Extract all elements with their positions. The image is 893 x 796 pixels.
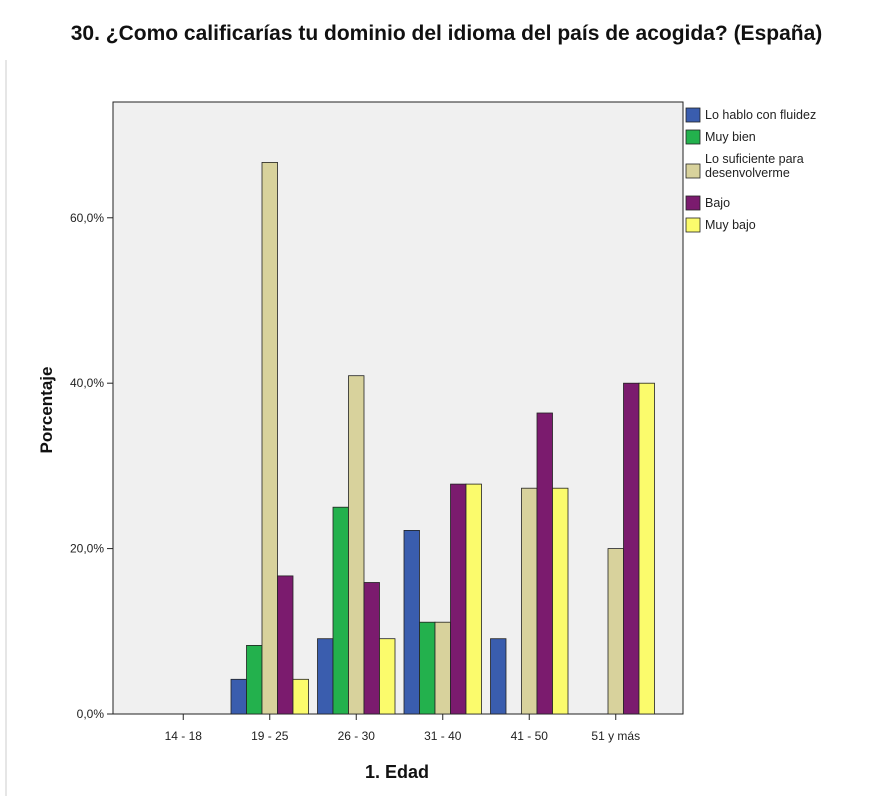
x-tick-label: 19 - 25 xyxy=(251,729,289,743)
bar-bajo-3 xyxy=(450,483,467,715)
legend-swatch xyxy=(685,107,701,123)
bar-muy-bien-1 xyxy=(246,645,263,715)
bar-muy-bajo-4 xyxy=(552,487,569,715)
bar-lo-hablo-con-fluidez-1 xyxy=(230,678,247,715)
legend-label: Lo hablo con fluidez xyxy=(705,108,816,122)
y-tick-label: 40,0% xyxy=(70,376,104,390)
chart-title: 30. ¿Como calificarías tu dominio del id… xyxy=(70,22,823,45)
legend-swatch xyxy=(685,129,701,145)
legend-label: Muy bien xyxy=(705,130,756,144)
bar-lo-hablo-con-fluidez-4 xyxy=(490,638,507,715)
plot-area xyxy=(112,101,684,715)
bar-lo-suficiente-para-desenvolverme-3 xyxy=(434,621,451,715)
legend: Lo hablo con fluidez Muy bien Lo suficient… xyxy=(685,107,816,233)
legend-swatch xyxy=(685,195,701,211)
x-tick-label: 41 - 50 xyxy=(511,729,549,743)
y-tick-label: 0,0% xyxy=(77,707,105,721)
bar-bajo-2 xyxy=(363,582,380,715)
y-tick-label: 60,0% xyxy=(70,211,104,225)
legend-label: Bajo xyxy=(705,196,730,210)
y-tick-label: 20,0% xyxy=(70,542,104,556)
legend-label: Muy bajo xyxy=(705,218,756,232)
legend-swatch xyxy=(685,163,701,179)
legend-label: desenvolverme xyxy=(705,166,790,180)
bars xyxy=(230,161,655,715)
bar-lo-hablo-con-fluidez-2 xyxy=(317,638,334,715)
bar-lo-hablo-con-fluidez-3 xyxy=(403,530,420,715)
x-tick-label: 51 y más xyxy=(591,729,640,743)
bar-bajo-4 xyxy=(536,412,553,715)
bar-muy-bajo-5 xyxy=(638,382,655,715)
bar-muy-bien-2 xyxy=(332,506,349,715)
bar-muy-bajo-2 xyxy=(379,638,396,715)
y-axis-title: Porcentaje xyxy=(37,367,56,454)
bar-bajo-1 xyxy=(277,575,294,715)
x-axis: 14 - 18 19 - 25 26 - 30 31 - 40 41 - 50 51 y … xyxy=(165,714,640,743)
bar-lo-suficiente-para-desenvolverme-2 xyxy=(348,375,365,715)
bar-bajo-5 xyxy=(623,382,640,715)
bar-lo-suficiente-para-desenvolverme-5 xyxy=(607,548,624,715)
bar-lo-suficiente-para-desenvolverme-4 xyxy=(521,487,538,715)
x-tick-label: 31 - 40 xyxy=(424,729,462,743)
bar-lo-suficiente-para-desenvolverme-1 xyxy=(261,161,278,715)
bar-muy-bien-3 xyxy=(419,621,436,715)
legend-label: Lo suficiente para xyxy=(705,152,804,166)
x-tick-label: 14 - 18 xyxy=(165,729,203,743)
x-tick-label: 26 - 30 xyxy=(338,729,376,743)
legend-swatch xyxy=(685,217,701,233)
bar-muy-bajo-3 xyxy=(465,483,482,715)
x-axis-title: 1. Edad xyxy=(365,762,429,782)
bar-muy-bajo-1 xyxy=(292,678,309,715)
y-axis: 0,0% 20,0% 40,0% 60,0% xyxy=(70,211,113,721)
